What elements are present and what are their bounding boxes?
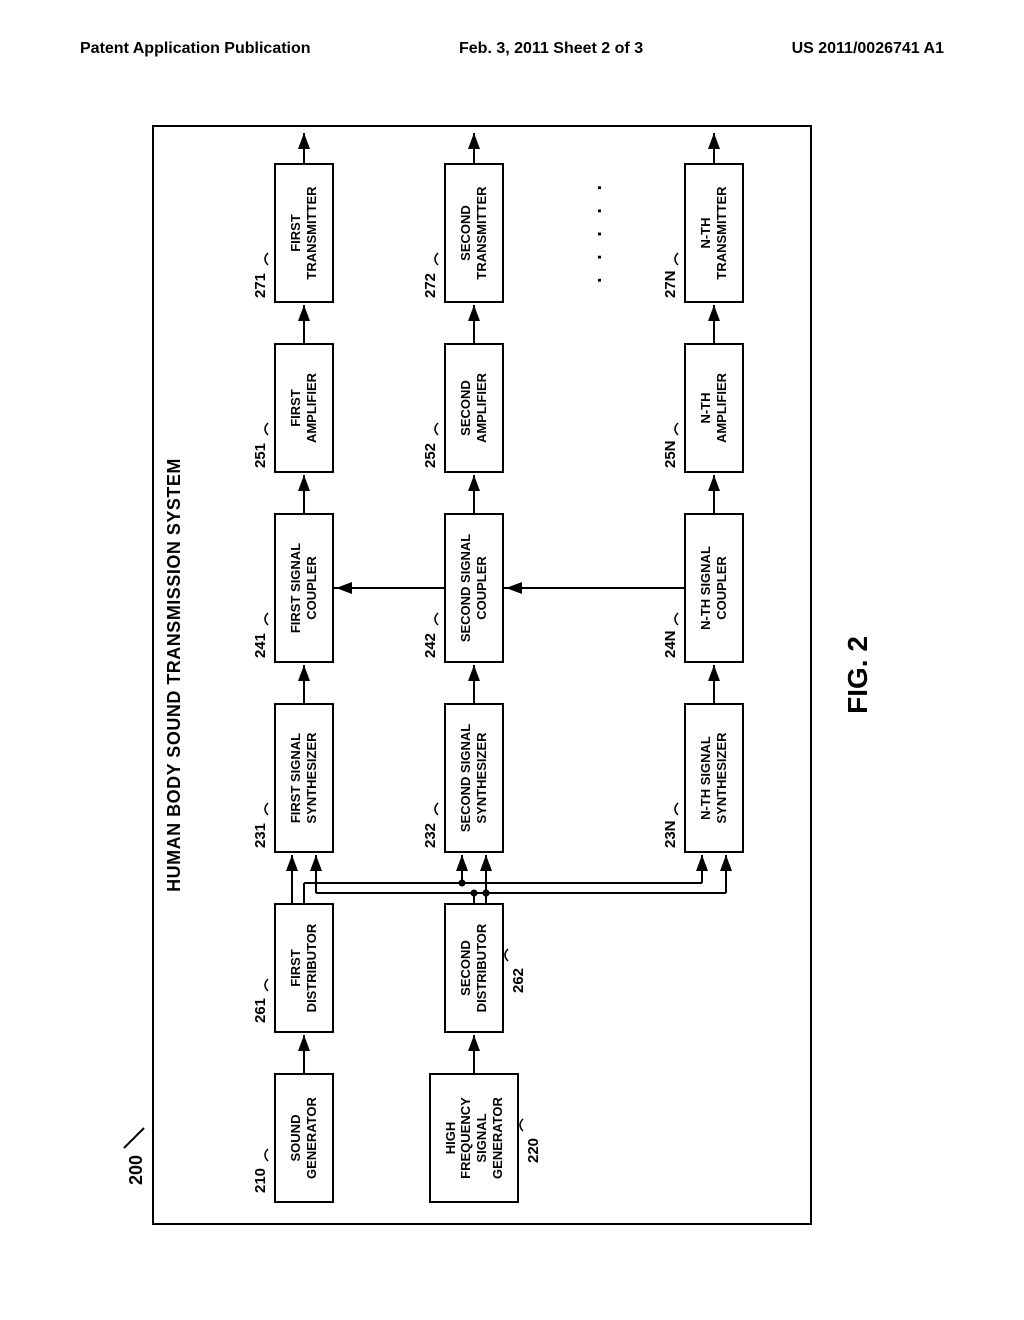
system-ref: 200 [122, 1120, 152, 1185]
diagram: 200 HUMAN BODY SOUND TRANSMISSION SYSTEM… [122, 125, 902, 1225]
header-center: Feb. 3, 2011 Sheet 2 of 3 [459, 40, 643, 58]
ref-210: 210 [252, 1168, 269, 1193]
ref-242: 242 [422, 633, 439, 658]
second-synthesizer-label: SECOND SIGNALSYNTHESIZER [458, 724, 489, 832]
first-distributor-label: FIRSTDISTRIBUTOR [288, 924, 319, 1013]
ref-232: 232 [422, 823, 439, 848]
sound-generator-block: SOUNDGENERATOR [274, 1073, 334, 1203]
second-coupler-block: SECOND SIGNALCOUPLER [444, 513, 504, 663]
ref-23N: 23N [662, 820, 679, 848]
ref-272: 272 [422, 273, 439, 298]
nth-coupler-label: N-TH SIGNALCOUPLER [698, 546, 729, 630]
first-coupler-block: FIRST SIGNALCOUPLER [274, 513, 334, 663]
nth-transmitter-label: N-THTRANSMITTER [698, 186, 729, 279]
figure-caption: FIG. 2 [842, 125, 874, 1225]
nth-synthesizer-label: N-TH SIGNALSYNTHESIZER [698, 733, 729, 824]
nth-coupler-block: N-TH SIGNALCOUPLER [684, 513, 744, 663]
ref-25N: 25N [662, 440, 679, 468]
page-frame: 200 HUMAN BODY SOUND TRANSMISSION SYSTEM… [60, 90, 964, 1260]
ref-261: 261 [252, 998, 269, 1023]
ref-271: 271 [252, 273, 269, 298]
header-right: US 2011/0026741 A1 [792, 40, 944, 58]
first-amplifier-label: FIRSTAMPLIFIER [288, 373, 319, 443]
first-transmitter-label: FIRSTTRANSMITTER [288, 186, 319, 279]
second-amplifier-block: SECONDAMPLIFIER [444, 343, 504, 473]
second-distributor-label: SECONDDISTRIBUTOR [458, 924, 489, 1013]
header-left: Patent Application Publication [80, 40, 311, 58]
second-transmitter-label: SECONDTRANSMITTER [458, 186, 489, 279]
ellipsis-dots: . . . . . [584, 179, 607, 283]
ref-252: 252 [422, 443, 439, 468]
sound-generator-label: SOUNDGENERATOR [288, 1097, 319, 1179]
system-ref-text: 200 [126, 1155, 146, 1185]
first-transmitter-block: FIRSTTRANSMITTER [274, 163, 334, 303]
ref-251: 251 [252, 443, 269, 468]
second-transmitter-block: SECONDTRANSMITTER [444, 163, 504, 303]
ref-231: 231 [252, 823, 269, 848]
second-synthesizer-block: SECOND SIGNALSYNTHESIZER [444, 703, 504, 853]
ref-24N: 24N [662, 630, 679, 658]
hf-signal-generator-block: HIGHFREQUENCYSIGNALGENERATOR [429, 1073, 519, 1203]
second-distributor-block: SECONDDISTRIBUTOR [444, 903, 504, 1033]
first-synthesizer-label: FIRST SIGNALSYNTHESIZER [288, 733, 319, 824]
ref-220: 220 [525, 1138, 542, 1163]
ref-27N: 27N [662, 270, 679, 298]
hf-signal-generator-label: HIGHFREQUENCYSIGNALGENERATOR [443, 1097, 505, 1179]
first-synthesizer-block: FIRST SIGNALSYNTHESIZER [274, 703, 334, 853]
nth-amplifier-block: N-THAMPLIFIER [684, 343, 744, 473]
first-distributor-block: FIRSTDISTRIBUTOR [274, 903, 334, 1033]
nth-transmitter-block: N-THTRANSMITTER [684, 163, 744, 303]
first-coupler-label: FIRST SIGNALCOUPLER [288, 543, 319, 633]
second-coupler-label: SECOND SIGNALCOUPLER [458, 534, 489, 642]
second-amplifier-label: SECONDAMPLIFIER [458, 373, 489, 443]
ref-262: 262 [510, 968, 527, 993]
ref-241: 241 [252, 633, 269, 658]
system-box: HUMAN BODY SOUND TRANSMISSION SYSTEM SOU… [152, 125, 812, 1225]
first-amplifier-block: FIRSTAMPLIFIER [274, 343, 334, 473]
nth-synthesizer-block: N-TH SIGNALSYNTHESIZER [684, 703, 744, 853]
nth-amplifier-label: N-THAMPLIFIER [698, 373, 729, 443]
